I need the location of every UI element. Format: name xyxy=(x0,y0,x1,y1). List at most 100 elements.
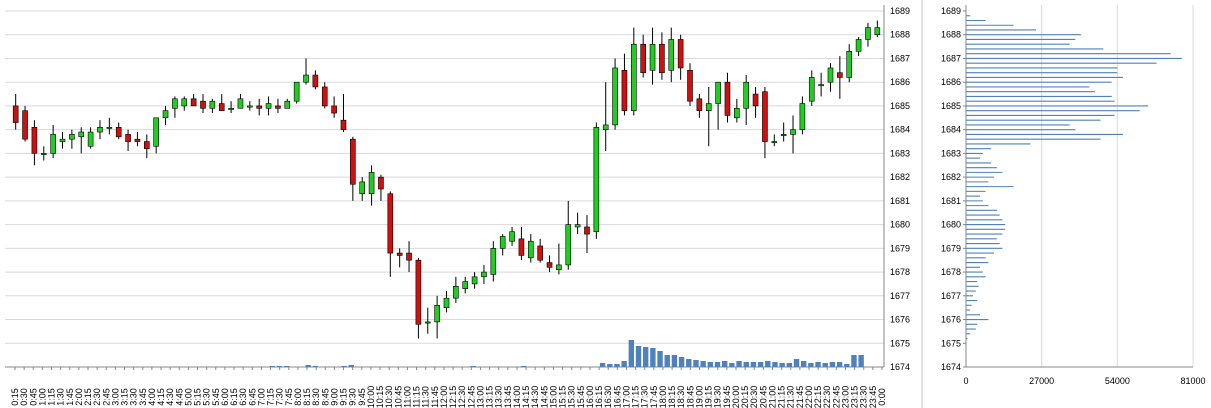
volume-bar xyxy=(607,364,613,367)
volume-bar xyxy=(801,361,807,367)
candle-body xyxy=(865,27,871,40)
volume-bar xyxy=(599,363,606,367)
profile-price-tick-label: 1684 xyxy=(941,125,961,135)
time-tick-label: 16:30 xyxy=(603,386,613,408)
time-tick-label: 15:00 xyxy=(548,386,558,408)
volume-bar xyxy=(786,363,793,367)
candle-body xyxy=(190,98,197,107)
candle-body xyxy=(808,77,815,102)
time-tick-label: 15:15 xyxy=(558,386,568,408)
time-tick-label: 6:00 xyxy=(220,388,230,406)
time-tick-label: 16:45 xyxy=(612,386,622,408)
candle-body xyxy=(668,39,675,71)
candle-body xyxy=(340,119,347,130)
candle-body xyxy=(387,193,394,254)
candle-body xyxy=(200,100,206,109)
time-tick-label: 22:30 xyxy=(822,386,832,408)
time-tick-label: 12:00 xyxy=(439,386,449,408)
candle-body xyxy=(396,252,403,256)
price-tick-label: 1685 xyxy=(890,101,910,111)
volume-bar xyxy=(470,366,477,367)
time-tick-label: 13:30 xyxy=(494,386,504,408)
volume-bar xyxy=(808,363,814,367)
candle-body xyxy=(846,51,853,78)
time-tick-label: 16:00 xyxy=(585,386,595,408)
profile-price-tick-label: 1681 xyxy=(941,196,961,206)
time-tick-label: 17:45 xyxy=(649,386,659,408)
volume-bar xyxy=(729,363,735,367)
time-tick-label: 21:45 xyxy=(795,386,805,408)
candle-body xyxy=(50,134,56,154)
time-tick-label: 11:00 xyxy=(402,386,412,408)
candle-body xyxy=(855,39,862,52)
profile-price-tick-label: 1689 xyxy=(941,6,961,16)
time-tick-label: 17:00 xyxy=(621,386,631,408)
time-tick-label: 8:45 xyxy=(320,388,330,406)
candle-body xyxy=(247,105,253,108)
candle-body xyxy=(743,81,749,109)
profile-volume-tick-label: 27000 xyxy=(1029,376,1054,386)
time-tick-label: 19:30 xyxy=(713,386,723,408)
time-tick-label: 18:00 xyxy=(658,386,668,408)
profile-price-tick-label: 1682 xyxy=(941,172,961,182)
price-tick-label: 1688 xyxy=(890,30,910,40)
time-tick-label: 7:45 xyxy=(284,388,294,406)
volume-bar xyxy=(750,362,757,367)
candle-body xyxy=(584,226,590,235)
candle-body xyxy=(359,181,366,195)
time-tick-label: 14:45 xyxy=(539,386,549,408)
candle-body xyxy=(40,153,47,155)
time-tick-label: 4:45 xyxy=(174,388,184,406)
profile-price-tick-label: 1680 xyxy=(941,220,961,230)
time-tick-label: 15:45 xyxy=(576,386,586,408)
time-tick-label: 3:15 xyxy=(120,388,130,406)
volume-bar xyxy=(815,362,821,367)
price-tick-label: 1675 xyxy=(890,338,910,348)
time-axis-labels: 0:15 0:30 0:45 1:00 1:15 1:30 1:45 2:00 2:15 2:30… xyxy=(10,367,887,408)
candle-body xyxy=(677,39,684,69)
candle-body xyxy=(874,27,881,36)
candle-body xyxy=(705,103,712,111)
time-tick-label: 1:15 xyxy=(47,388,57,406)
time-tick-label: 10:00 xyxy=(366,386,376,408)
price-tick-label: 1689 xyxy=(890,6,910,16)
candle-body xyxy=(696,98,703,111)
time-tick-label: 20:15 xyxy=(740,386,750,408)
profile-price-tick-label: 1687 xyxy=(941,53,961,63)
candle-body xyxy=(518,238,525,256)
time-tick-label: 22:00 xyxy=(804,386,814,408)
time-tick-label: 18:45 xyxy=(685,386,695,408)
time-tick-label: 11:15 xyxy=(412,386,422,408)
candle-body xyxy=(818,84,824,87)
time-tick-label: 9:15 xyxy=(339,388,349,406)
candle-body xyxy=(762,91,768,142)
volume-bar xyxy=(628,340,635,367)
candle-body xyxy=(659,43,665,74)
time-tick-label: 13:15 xyxy=(485,386,495,408)
candle-body xyxy=(724,81,731,116)
candle-body xyxy=(59,138,66,142)
time-tick-label: 7:30 xyxy=(275,388,285,406)
volume-bars xyxy=(269,340,864,367)
time-tick-label: 5:00 xyxy=(183,388,193,406)
candle-body xyxy=(153,117,159,147)
profile-price-tick-label: 1678 xyxy=(941,267,961,277)
candle-body xyxy=(556,264,562,270)
candle-body xyxy=(162,110,169,119)
time-tick-label: 18:15 xyxy=(667,386,677,408)
volume-bar xyxy=(822,363,828,367)
time-tick-label: 15:30 xyxy=(567,386,577,408)
volume-bar xyxy=(657,351,663,367)
candle-body xyxy=(546,262,553,268)
candle-body xyxy=(612,67,618,126)
price-tick-label: 1682 xyxy=(890,172,910,182)
volume-bar xyxy=(829,362,836,367)
price-axis-labels: 1674 1675 1676 1677 1678 1679 1680 1681 1682 1683… xyxy=(890,6,910,372)
candle-body xyxy=(434,304,440,323)
candle-body xyxy=(331,105,337,114)
time-tick-label: 23:30 xyxy=(859,386,869,408)
candle-body xyxy=(144,141,150,149)
time-tick-label: 0:00 xyxy=(877,388,887,406)
profile-price-tick-label: 1686 xyxy=(941,77,961,87)
